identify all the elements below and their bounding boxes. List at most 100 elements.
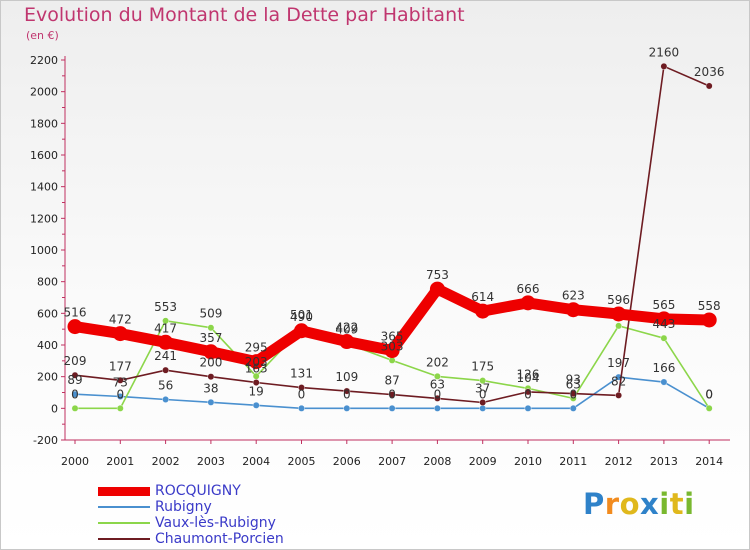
data-point <box>252 401 260 409</box>
data-label: 0 <box>388 387 396 401</box>
data-label: 558 <box>698 299 721 313</box>
data-label: 565 <box>652 298 675 312</box>
y-tick-label: 1800 <box>30 117 58 130</box>
data-label: 200 <box>199 356 222 370</box>
x-tick-label: 2007 <box>378 455 406 468</box>
axes: -200020040060080010001200140016001800200… <box>30 54 730 468</box>
data-point <box>116 393 124 400</box>
data-label: 241 <box>154 349 177 363</box>
data-label: 175 <box>471 360 494 374</box>
data-label: 2036 <box>694 65 725 79</box>
data-label: 202 <box>426 355 449 369</box>
data-point <box>475 303 491 319</box>
x-tick-label: 2012 <box>605 455 633 468</box>
series-chaumont-porcien <box>71 62 713 406</box>
data-point <box>388 391 396 398</box>
data-label: 422 <box>335 321 358 335</box>
data-label: 163 <box>245 362 268 376</box>
data-point <box>252 379 260 386</box>
legend-label: Rubigny <box>155 499 212 515</box>
data-point <box>520 295 536 311</box>
y-tick-label: 1200 <box>30 212 58 225</box>
legend-swatch <box>98 522 150 524</box>
data-point <box>524 404 532 412</box>
data-point <box>611 306 627 322</box>
data-point <box>71 404 79 412</box>
data-point <box>429 281 445 297</box>
data-label: 63 <box>566 377 581 391</box>
data-point <box>207 373 215 381</box>
data-point <box>162 366 170 374</box>
y-tick-label: 0 <box>51 402 58 415</box>
legend-label: Vaux-lès-Rubigny <box>155 515 276 531</box>
legend-label: Chaumont-Porcien <box>155 531 284 547</box>
data-point <box>524 388 532 396</box>
series-rubigny <box>71 373 713 412</box>
data-label: 501 <box>290 308 313 322</box>
data-label: 295 <box>245 341 268 355</box>
data-label: 365 <box>381 330 404 344</box>
data-point <box>660 62 668 70</box>
data-point <box>343 387 351 395</box>
y-tick-label: 1400 <box>30 181 58 194</box>
data-label: 82 <box>611 374 626 388</box>
data-point <box>433 394 441 402</box>
data-point <box>248 354 264 370</box>
x-tick-label: 2010 <box>514 455 542 468</box>
data-label: 56 <box>158 378 173 392</box>
data-label: 623 <box>562 289 585 303</box>
data-label: 73 <box>113 375 128 389</box>
data-label: 104 <box>517 371 540 385</box>
y-tick-label: 1600 <box>30 149 58 162</box>
data-label: 303 <box>381 339 404 353</box>
data-point <box>615 322 622 330</box>
data-point <box>705 82 713 90</box>
legend-label: ROCQUIGNY <box>155 483 241 499</box>
x-tick-label: 2004 <box>242 455 270 468</box>
legend-swatch <box>98 538 150 540</box>
data-label: 0 <box>569 387 577 401</box>
x-tick-label: 2001 <box>106 455 134 468</box>
y-tick-label: 2200 <box>30 54 58 67</box>
data-label: 490 <box>290 310 313 324</box>
y-tick-label: 600 <box>37 307 58 320</box>
legend-swatch <box>98 506 150 508</box>
data-point <box>162 396 170 403</box>
y-tick-label: -200 <box>33 434 58 447</box>
data-label: 0 <box>298 387 306 401</box>
data-point <box>388 404 396 412</box>
data-label: 126 <box>517 367 540 381</box>
data-label: 177 <box>109 359 132 373</box>
data-point <box>116 376 124 384</box>
data-point <box>71 371 79 379</box>
data-point <box>705 404 713 412</box>
data-point <box>479 377 487 385</box>
data-point <box>207 398 215 406</box>
x-tick-label: 2011 <box>559 455 587 468</box>
data-label: 509 <box>199 307 222 321</box>
data-label: 553 <box>154 300 177 314</box>
data-point <box>67 319 83 335</box>
data-labels: 89 73 56 38 19 0 0 0 0 0 0 0 197 166 0 0 0 553 509 203 501 40… <box>64 45 725 401</box>
data-label: 38 <box>203 381 218 395</box>
data-point <box>207 324 215 332</box>
data-point <box>162 317 170 325</box>
series-layer <box>67 62 717 412</box>
data-point <box>433 404 441 412</box>
data-label: 37 <box>475 381 490 395</box>
data-label: 203 <box>245 355 268 369</box>
data-point <box>656 311 672 327</box>
data-point <box>433 372 441 380</box>
data-label: 357 <box>199 331 222 345</box>
series-vaux-l-s-rubigny <box>71 317 713 412</box>
data-label: 417 <box>154 321 177 335</box>
data-label: 131 <box>290 367 313 381</box>
data-point <box>158 334 174 350</box>
x-tick-label: 2013 <box>650 455 678 468</box>
x-tick-label: 2003 <box>197 455 225 468</box>
data-point <box>701 312 717 328</box>
data-label: 596 <box>607 293 630 307</box>
data-point <box>112 326 128 342</box>
